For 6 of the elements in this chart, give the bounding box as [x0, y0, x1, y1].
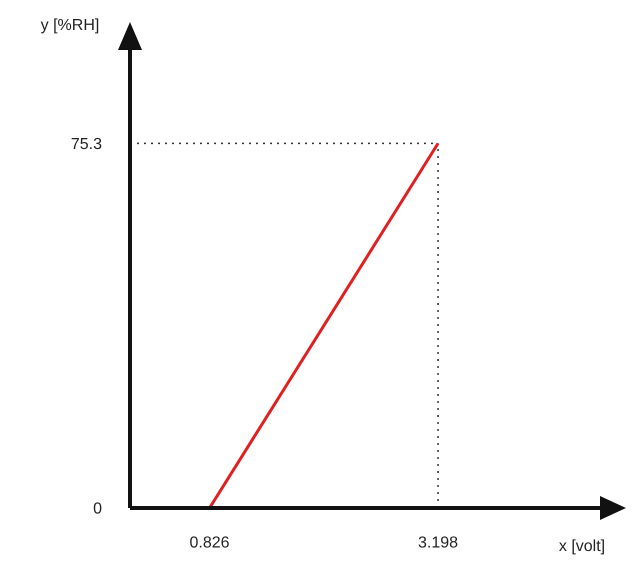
x-axis-title: x [volt] [558, 538, 606, 555]
x-tick-label: 0.826 [190, 534, 230, 552]
y-tick-label: 75.3 [70, 136, 102, 154]
y-axis-title: y [%RH] [40, 17, 100, 34]
x-tick-label: 3.198 [418, 534, 458, 552]
y-tick-label: 0 [93, 500, 102, 518]
